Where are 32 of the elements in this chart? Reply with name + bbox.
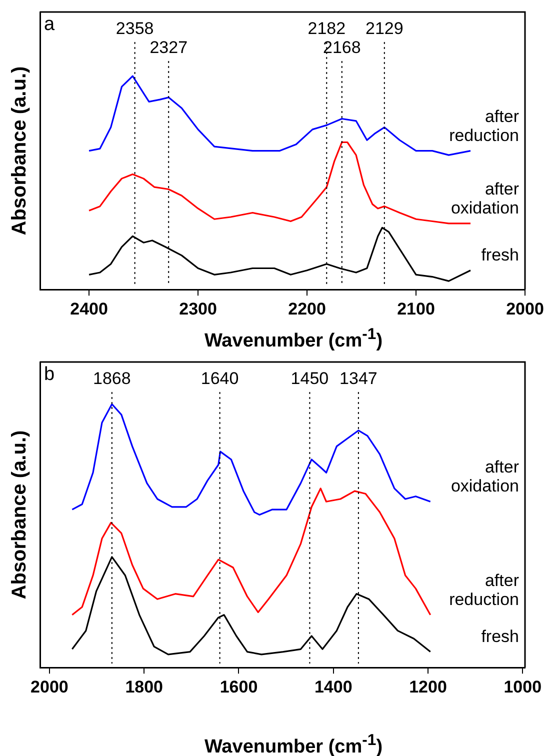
- x-tick-label: 1400: [314, 677, 352, 696]
- ref-line-label: 2182: [308, 19, 346, 38]
- x-tick-label: 1200: [409, 677, 447, 696]
- x-tick-label: 1600: [220, 677, 258, 696]
- x-tick-label: 2000: [30, 677, 68, 696]
- series-label: after reduction: [449, 106, 520, 145]
- text: fresh: [481, 626, 519, 646]
- ref-line-label: 1347: [340, 369, 378, 388]
- x-tick-label: 1800: [125, 677, 164, 696]
- text: b: [44, 364, 55, 385]
- x-tick-label: 2400: [70, 299, 108, 318]
- ref-line-label: 2168: [322, 38, 361, 57]
- x-tick-label: 2100: [397, 299, 435, 318]
- x-tick-label: 2000: [506, 299, 544, 318]
- x-tick-label: 2200: [288, 299, 326, 318]
- series-label: after oxidation: [450, 458, 520, 496]
- x-axis-title: Wavenumber (cm$^{-1}$): [203, 732, 384, 756]
- y-axis-title: Absorbance (a.u.): [8, 430, 31, 600]
- ref-line-label: 1450: [290, 369, 329, 388]
- series-label: fresh: [481, 245, 519, 264]
- series-label: after oxidation: [450, 179, 520, 218]
- series-label: after reduction: [449, 570, 520, 609]
- x-axis-title: Wavenumber (cm$^{-1}$): [203, 326, 384, 352]
- ref-line-label: 2129: [365, 19, 404, 38]
- x-tick-label: 2300: [179, 299, 217, 318]
- ref-line-label: 1640: [200, 369, 239, 388]
- y-axis-title: Absorbance (a.u.): [8, 66, 31, 236]
- text: a: [44, 14, 55, 35]
- ref-line-label: 1868: [93, 369, 131, 388]
- ref-line-label: 2327: [150, 38, 188, 57]
- ref-line-label: 2358: [116, 19, 154, 38]
- x-tick-label: 1000: [504, 677, 542, 696]
